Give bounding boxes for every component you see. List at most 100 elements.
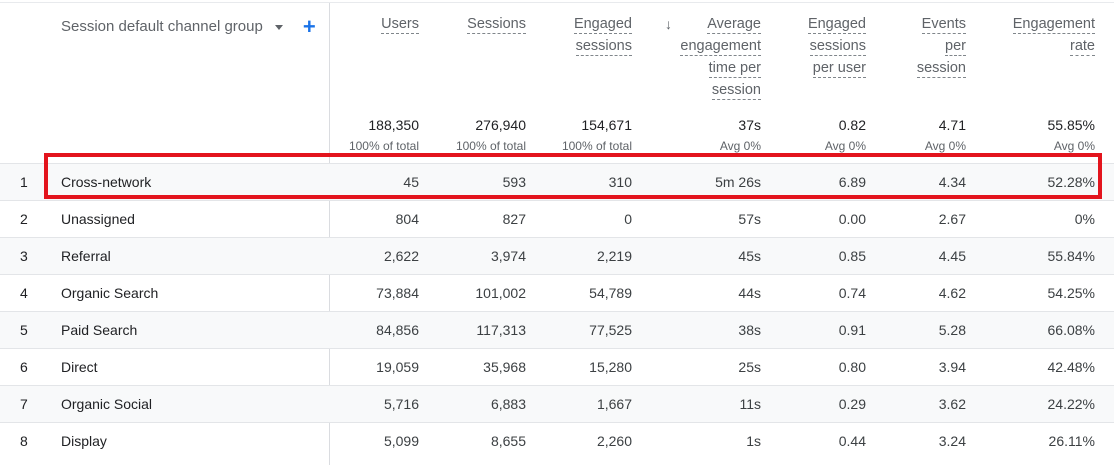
cell-sessions: 35,968 — [483, 359, 526, 375]
row-index: 1 — [20, 174, 28, 190]
table-row[interactable]: 4 Organic Search 73,884 101,002 54,789 44s 0.7… — [0, 274, 1114, 311]
column-title-line: Engagement — [1012, 16, 1095, 34]
cell-engaged-sessions-per-user: 0.91 — [838, 322, 866, 338]
table-row[interactable]: 6 Direct 19,059 35,968 15,280 25s 0.80 3.94 42.4… — [0, 348, 1114, 385]
column-title-line: engagement — [680, 38, 761, 56]
cell-users: 45 — [403, 174, 419, 190]
table-header: Session default channel group + Users 188… — [0, 0, 1114, 163]
cell-engagement-rate: 66.08% — [1047, 322, 1095, 338]
table-row[interactable]: 5 Paid Search 84,856 117,313 77,525 38s 0.91 5.… — [0, 311, 1114, 348]
dimension-column-divider — [329, 3, 330, 465]
table-row[interactable]: 8 Display 5,099 8,655 2,260 1s 0.44 3.24 26.11% — [0, 422, 1114, 459]
cell-engaged-sessions-per-user: 0.29 — [838, 396, 866, 412]
table-row[interactable]: 7 Organic Social 5,716 6,883 1,667 11s 0.29 3.6… — [0, 385, 1114, 422]
cell-engagement-rate: 52.28% — [1047, 174, 1095, 190]
cell-engaged-sessions: 2,219 — [596, 248, 632, 264]
channel-name: Referral — [61, 248, 111, 264]
cell-engagement-rate: 55.84% — [1047, 248, 1095, 264]
cell-events-per-session: 3.62 — [938, 396, 966, 412]
channel-name: Organic Social — [61, 396, 153, 412]
cell-engaged-sessions-per-user: 0.74 — [838, 285, 866, 301]
column-total-subtext: 100% of total — [455, 139, 526, 153]
cell-events-per-session: 3.24 — [938, 433, 966, 449]
column-header-sessions[interactable]: Sessions — [426, 14, 526, 36]
channel-name: Unassigned — [61, 211, 135, 227]
column-total-subtext: Avg 0% — [1053, 139, 1095, 153]
column-title-line: per user — [812, 60, 866, 78]
column-title-line: Engaged — [573, 16, 632, 34]
cell-users: 19,059 — [376, 359, 419, 375]
column-title-line: Users — [381, 16, 419, 34]
cell-users: 5,099 — [383, 433, 419, 449]
cell-engaged-sessions-per-user: 0.00 — [838, 211, 866, 227]
column-header-events-per-session[interactable]: Events per session — [876, 14, 966, 80]
add-dimension-plus-icon[interactable]: + — [302, 13, 316, 39]
cell-users: 84,856 — [376, 322, 419, 338]
column-title-line: rate — [1070, 38, 1095, 56]
column-total-subtext: Avg 0% — [824, 139, 866, 153]
cell-engaged-sessions: 54,789 — [589, 285, 632, 301]
table-top-border — [0, 2, 1114, 3]
column-total: 55.85% — [1047, 117, 1095, 133]
row-index: 8 — [20, 433, 28, 449]
row-index: 6 — [20, 359, 28, 375]
cell-engaged-sessions: 1,667 — [596, 396, 632, 412]
table-row[interactable]: 2 Unassigned 804 827 0 57s 0.00 2.67 0% — [0, 200, 1114, 237]
cell-events-per-session: 5.28 — [938, 322, 966, 338]
column-title-line: session — [916, 60, 966, 78]
cell-sessions: 3,974 — [490, 248, 526, 264]
cell-engaged-sessions-per-user: 6.89 — [838, 174, 866, 190]
row-index: 5 — [20, 322, 28, 338]
column-title-line: sessions — [575, 38, 632, 56]
cell-events-per-session: 3.94 — [938, 359, 966, 375]
cell-engaged-sessions: 77,525 — [589, 322, 632, 338]
column-header-engaged-sessions-per-user[interactable]: Engaged sessions per user — [766, 14, 866, 80]
cell-engaged-sessions: 0 — [624, 211, 632, 227]
cell-avg-engagement-time: 25s — [738, 359, 761, 375]
cell-avg-engagement-time: 44s — [738, 285, 761, 301]
cell-avg-engagement-time: 57s — [738, 211, 761, 227]
channel-name: Direct — [61, 359, 98, 375]
column-total: 0.82 — [838, 117, 866, 133]
cell-sessions: 827 — [502, 211, 526, 227]
column-header-engagement-rate[interactable]: Engagement rate — [985, 14, 1095, 58]
column-total: 188,350 — [368, 117, 419, 133]
cell-engagement-rate: 54.25% — [1047, 285, 1095, 301]
column-title-line: sessions — [809, 38, 866, 56]
cell-avg-engagement-time: 1s — [746, 433, 761, 449]
dimension-header-label: Session default channel group — [61, 18, 263, 35]
cell-engagement-rate: 26.11% — [1048, 433, 1095, 449]
column-total-subtext: Avg 0% — [719, 139, 761, 153]
dropdown-caret-icon[interactable] — [274, 25, 283, 30]
cell-users: 2,622 — [383, 248, 419, 264]
cell-events-per-session: 4.34 — [938, 174, 966, 190]
column-total-subtext: 100% of total — [348, 139, 419, 153]
column-header-avg-engagement-time[interactable]: Average engagement time per session — [651, 14, 761, 102]
dimension-header[interactable]: Session default channel group + — [61, 13, 316, 39]
column-total: 4.71 — [938, 117, 966, 133]
column-total-subtext: 100% of total — [561, 139, 632, 153]
cell-events-per-session: 4.62 — [938, 285, 966, 301]
cell-users: 73,884 — [376, 285, 419, 301]
cell-avg-engagement-time: 5m 26s — [715, 174, 761, 190]
column-title-line: Engaged — [807, 16, 866, 34]
cell-users: 5,716 — [383, 396, 419, 412]
cell-sessions: 117,313 — [476, 322, 526, 338]
channel-name: Cross-network — [61, 174, 152, 190]
cell-sessions: 8,655 — [490, 433, 526, 449]
table-row[interactable]: 1 Cross-network 45 593 310 5m 26s 6.89 4.34 52.2… — [0, 163, 1114, 200]
table-row[interactable]: 3 Referral 2,622 3,974 2,219 45s 0.85 4.45 55.84… — [0, 237, 1114, 274]
cell-engagement-rate: 42.48% — [1047, 359, 1095, 375]
cell-avg-engagement-time: 38s — [738, 322, 761, 338]
channel-name: Organic Search — [61, 285, 159, 301]
row-index: 2 — [20, 211, 28, 227]
column-header-engaged-sessions[interactable]: Engaged sessions — [532, 14, 632, 58]
sort-descending-arrow-icon[interactable]: ↓ — [665, 16, 672, 32]
table-body: 1 Cross-network 45 593 310 5m 26s 6.89 4.34 52.2… — [0, 163, 1114, 459]
column-title-line: time per — [708, 60, 761, 78]
cell-events-per-session: 4.45 — [938, 248, 966, 264]
column-header-users[interactable]: Users — [329, 14, 419, 36]
cell-avg-engagement-time: 45s — [738, 248, 761, 264]
cell-engaged-sessions: 15,280 — [589, 359, 632, 375]
cell-events-per-session: 2.67 — [938, 211, 966, 227]
